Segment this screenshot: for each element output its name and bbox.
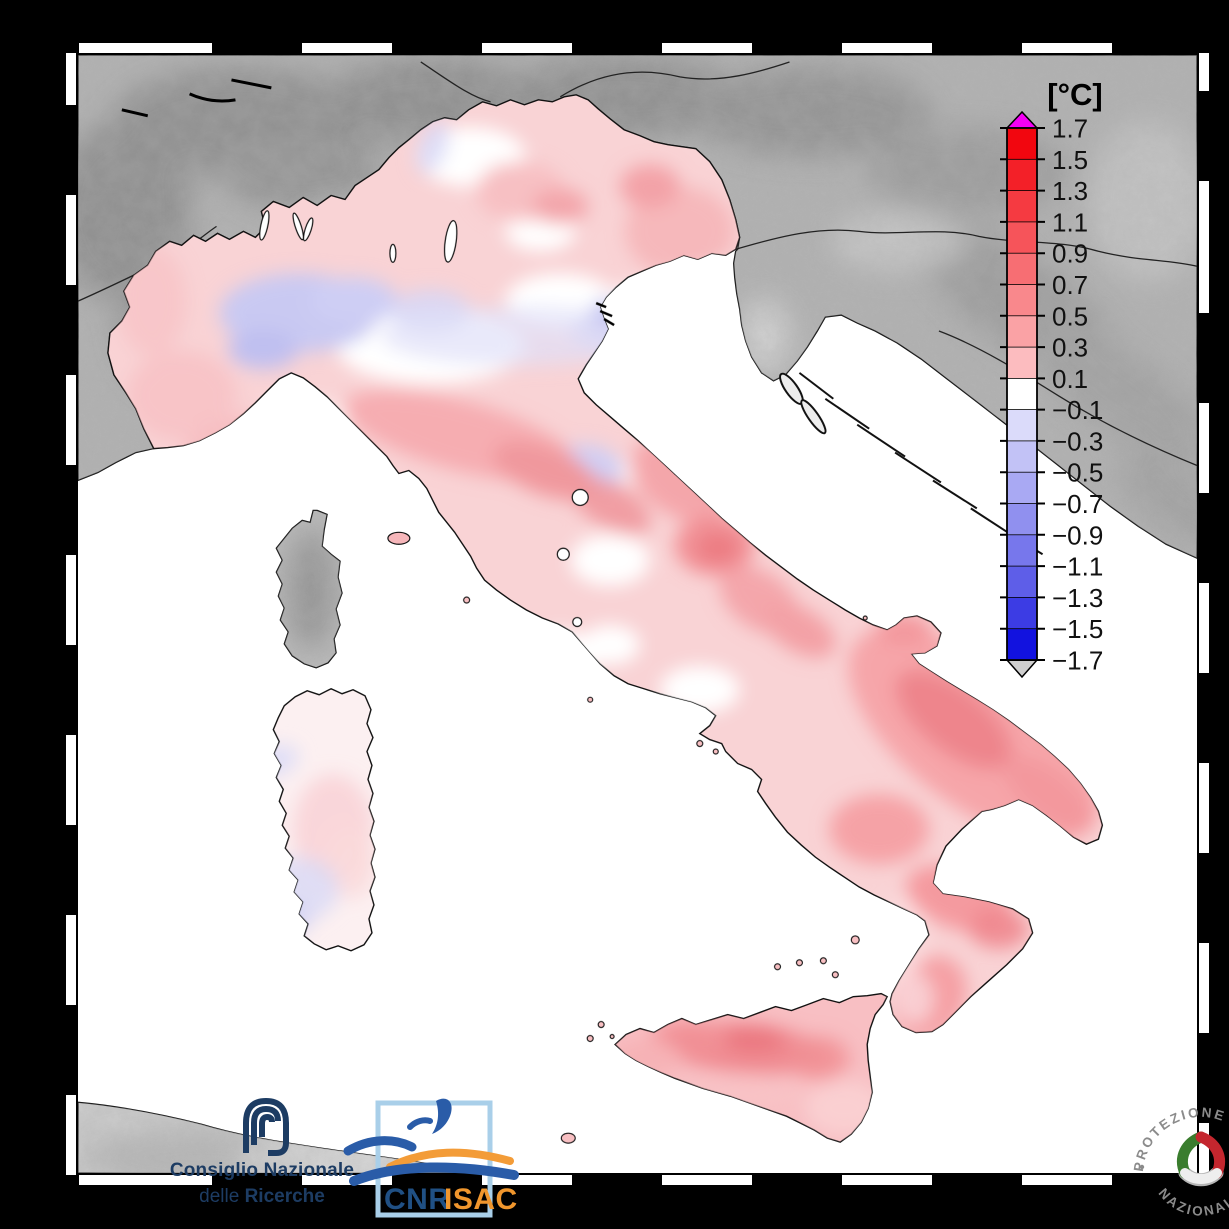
isac-swoosh-icon: [343, 1098, 519, 1186]
small-islands: [463, 596, 868, 1144]
colorbar-outline: [1006, 127, 1038, 661]
colorbar-segment: [1006, 158, 1038, 192]
colorbar-title: [°C]: [1047, 77, 1102, 112]
colorbar-segment: [1006, 565, 1038, 599]
pc-arc-bottom-text: NAZIONALE: [1156, 1185, 1229, 1218]
frame-ticks-bottom: [76, 1175, 1199, 1185]
cnr-logo: Consiglio Nazionale delle Ricerche: [157, 1159, 367, 1208]
dalmatian-islands: [779, 372, 1044, 556]
cnr-emblem-icon: [243, 1097, 289, 1156]
colorbar-segment: [1006, 315, 1038, 349]
frame-ticks-top: [76, 43, 1199, 53]
colorbar-segment: [1006, 440, 1038, 474]
colorbar-tick-label: −1.1: [1052, 552, 1103, 582]
colorbar-segment: [1006, 409, 1038, 442]
colorbar-segment: [1006, 190, 1038, 223]
colorbar-tick-label: 0.5: [1052, 301, 1088, 331]
colorbar-tick-label: 1.3: [1052, 176, 1088, 206]
colorbar-tick-label: 0.9: [1052, 239, 1088, 269]
protezione-civile-logo: PROTEZIONE CIVILE NAZIONALE: [1131, 1105, 1229, 1219]
pc-dot-left: [1139, 1164, 1145, 1170]
cnr-delle: delle: [199, 1186, 245, 1207]
colorbar-segment: [1006, 628, 1038, 662]
cnr-ricerche: Ricerche: [244, 1186, 325, 1207]
colorbar: [°C] 1.71.51.31.10.90.70.50.30.1−0.1−0.3…: [1000, 77, 1103, 679]
colorbar-tick-label: −0.9: [1052, 520, 1103, 550]
colorbar-segment: [1006, 377, 1038, 411]
colorbar-tick-label: 0.7: [1052, 270, 1088, 300]
colorbar-tick-label: 1.1: [1052, 207, 1088, 237]
colorbar-segment: [1006, 127, 1038, 161]
colorbar-under-arrow: [1005, 659, 1039, 679]
colorbar-tick-label: 1.7: [1052, 114, 1088, 144]
colorbar-segment: [1006, 597, 1038, 630]
colorbar-tick-label: 1.5: [1052, 145, 1088, 175]
cnr-logo-line2: delle Ricerche: [157, 1185, 367, 1208]
isac-isac-text: ISAC: [444, 1183, 518, 1216]
colorbar-tick-label: 0.3: [1052, 333, 1088, 363]
colorbar-tick-label: 0.1: [1052, 364, 1088, 394]
colorbar-segment: [1006, 503, 1038, 536]
pc-emblem-icon: [1176, 1131, 1226, 1187]
colorbar-tick-label: −0.7: [1052, 489, 1103, 519]
colorbar-segment: [1006, 252, 1038, 286]
colorbar-tick-label: −0.1: [1052, 395, 1103, 425]
colorbar-segment: [1006, 284, 1038, 317]
colorbar-labels: 1.71.51.31.10.90.70.50.30.1−0.1−0.3−0.5−…: [1052, 114, 1103, 676]
colorbar-tick-label: −0.3: [1052, 426, 1103, 456]
venice-lagoon: [595, 301, 615, 327]
colorbar-segment: [1006, 534, 1038, 568]
colorbar-tick-label: −1.5: [1052, 614, 1103, 644]
colorbar-ticks: [1000, 127, 1045, 661]
isac-cnr-text: CNR: [384, 1183, 451, 1216]
alpine-lakes: [121, 78, 272, 118]
colorbar-tick-label: −1.7: [1052, 646, 1103, 676]
colorbar-tick-label: −0.5: [1052, 458, 1103, 488]
elba: [387, 531, 411, 545]
colorbar-segment: [1006, 346, 1038, 380]
colorbar-tick-label: −1.3: [1052, 583, 1103, 613]
cnr-logo-line1: Consiglio Nazionale: [169, 1160, 355, 1181]
frame-ticks-right: [1199, 53, 1209, 1175]
colorbar-segment: [1006, 471, 1038, 505]
cnr-isac-logo: CNR ISAC: [343, 1098, 519, 1218]
colorbar-over-arrow: [1005, 110, 1039, 129]
frame-ticks-left: [66, 53, 76, 1175]
colorbar-segment: [1006, 221, 1038, 255]
colorbar-segments: [1006, 127, 1038, 662]
lakes: [259, 210, 589, 628]
